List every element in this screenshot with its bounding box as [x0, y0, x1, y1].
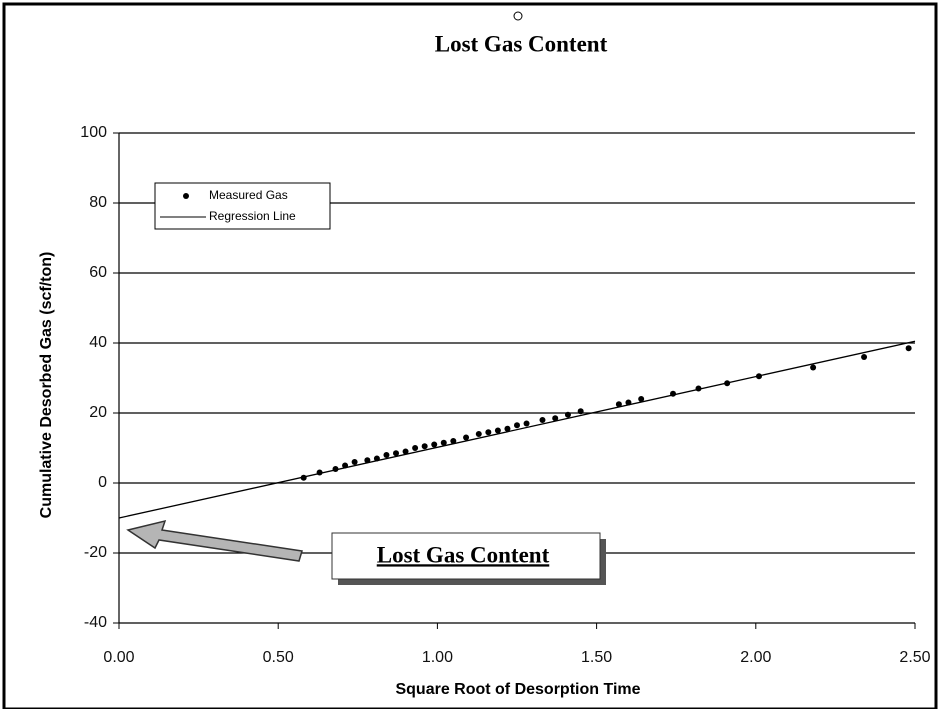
data-point	[615, 401, 622, 408]
x-axis-title: Square Root of Desorption Time	[395, 681, 640, 698]
data-point	[431, 441, 438, 448]
annotation-text: Lost Gas Content	[377, 542, 550, 567]
data-point	[440, 439, 447, 446]
y-tick-label: 100	[80, 124, 107, 141]
x-tick-label: 2.00	[740, 649, 771, 666]
legend-label: Measured Gas	[209, 188, 288, 202]
y-tick-label: 0	[98, 474, 107, 491]
data-point	[364, 457, 371, 464]
y-tick-label: -40	[84, 614, 107, 631]
x-tick-label: 2.50	[899, 649, 930, 666]
y-tick-label: 20	[89, 404, 107, 421]
data-point	[810, 364, 817, 371]
data-point	[577, 408, 584, 415]
legend-label: Regression Line	[209, 209, 296, 223]
chart-title: Lost Gas Content	[435, 31, 608, 56]
data-point	[523, 420, 530, 427]
regression-line	[118, 340, 916, 519]
data-point	[393, 450, 400, 457]
legend-box	[154, 182, 331, 230]
x-tick-label: 1.50	[581, 649, 612, 666]
data-point	[514, 422, 520, 429]
data-point	[475, 431, 482, 437]
data-point	[905, 345, 912, 352]
data-point	[494, 427, 501, 434]
data-point	[383, 452, 390, 458]
y-tick-label: 60	[89, 264, 107, 281]
data-point	[539, 417, 546, 423]
y-axis-title: Cumulative Desorbed Gas (scf/ton)	[38, 252, 55, 519]
data-point	[412, 445, 419, 451]
annotation-box	[331, 532, 601, 580]
x-tick-label: 0.00	[103, 649, 134, 666]
annotation: Lost Gas Content	[126, 519, 606, 585]
x-tick-label: 1.00	[422, 649, 453, 666]
data-point	[638, 396, 645, 402]
data-point	[463, 434, 470, 441]
legend: Measured Gas Regression Line	[154, 182, 331, 230]
marker-dot	[513, 11, 523, 21]
data-point	[450, 438, 457, 444]
arrow	[126, 519, 303, 562]
y-tick-label: -20	[84, 544, 107, 561]
data-point	[402, 448, 409, 455]
y-tick-label: 40	[89, 334, 107, 351]
data-point	[564, 411, 571, 418]
data-point	[421, 443, 428, 450]
data-point	[485, 429, 492, 436]
x-tick-label: 0.50	[263, 649, 294, 666]
data-point	[552, 415, 559, 422]
data-point	[504, 425, 511, 432]
data-point	[861, 354, 868, 360]
y-tick-label: 80	[89, 194, 107, 211]
data-point	[351, 459, 358, 465]
legend-marker	[183, 193, 189, 199]
